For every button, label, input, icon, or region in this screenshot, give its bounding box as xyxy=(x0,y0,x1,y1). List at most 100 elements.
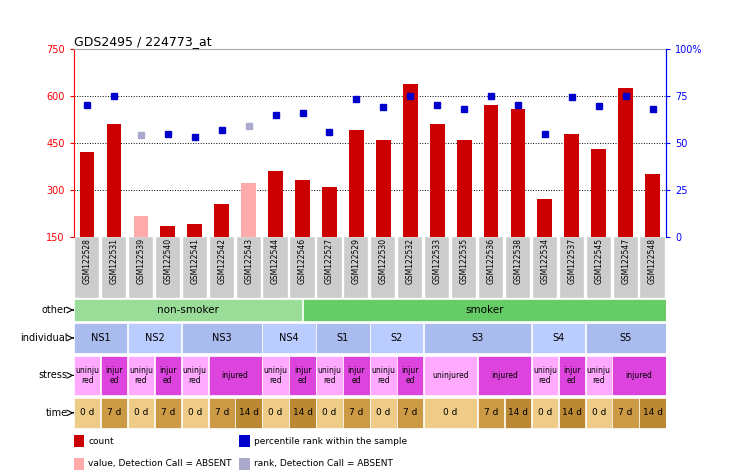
Bar xyxy=(156,237,180,298)
Bar xyxy=(505,398,531,428)
Text: count: count xyxy=(88,437,114,446)
Bar xyxy=(183,237,207,298)
Bar xyxy=(74,457,84,470)
Bar xyxy=(344,237,369,298)
Text: 0 d: 0 d xyxy=(592,409,606,417)
Bar xyxy=(612,356,666,395)
Bar xyxy=(155,356,181,395)
Bar xyxy=(107,124,121,237)
Bar xyxy=(128,356,154,395)
Text: 14 d: 14 d xyxy=(562,409,582,417)
Text: 0 d: 0 d xyxy=(80,409,94,417)
Text: GSM122540: GSM122540 xyxy=(163,238,172,284)
Bar xyxy=(188,224,202,237)
Text: S2: S2 xyxy=(391,333,403,343)
Text: injur
ed: injur ed xyxy=(401,366,419,385)
Bar xyxy=(74,398,100,428)
Text: injured: injured xyxy=(491,371,518,380)
Text: other: other xyxy=(42,305,68,315)
Text: individual: individual xyxy=(20,333,68,343)
Text: GDS2495 / 224773_at: GDS2495 / 224773_at xyxy=(74,35,211,48)
Text: 0 d: 0 d xyxy=(134,409,148,417)
Text: NS2: NS2 xyxy=(144,333,164,343)
Bar xyxy=(430,124,445,237)
Bar xyxy=(79,152,94,237)
Text: GSM122528: GSM122528 xyxy=(82,238,91,284)
Bar xyxy=(291,237,314,298)
Bar xyxy=(133,216,149,237)
Text: 7 d: 7 d xyxy=(618,409,633,417)
Text: non-smoker: non-smoker xyxy=(157,305,219,315)
Bar xyxy=(74,356,100,395)
Text: uninju
red: uninju red xyxy=(317,366,342,385)
Text: 7 d: 7 d xyxy=(349,409,364,417)
Bar xyxy=(425,237,449,298)
Bar xyxy=(478,398,504,428)
Text: S5: S5 xyxy=(620,333,632,343)
Text: uninjured: uninjured xyxy=(432,371,469,380)
Bar xyxy=(74,299,302,321)
Text: 14 d: 14 d xyxy=(238,409,258,417)
Bar xyxy=(537,199,552,237)
Text: 0 d: 0 d xyxy=(444,409,458,417)
Bar xyxy=(316,323,369,353)
Text: GSM122534: GSM122534 xyxy=(540,238,549,284)
Bar xyxy=(239,435,250,447)
Text: NS3: NS3 xyxy=(212,333,232,343)
Bar xyxy=(618,88,633,237)
Text: 0 d: 0 d xyxy=(269,409,283,417)
Bar xyxy=(612,398,639,428)
Bar xyxy=(586,356,612,395)
Bar xyxy=(457,140,472,237)
Bar xyxy=(75,237,99,298)
Text: 14 d: 14 d xyxy=(643,409,662,417)
Bar xyxy=(268,171,283,237)
Bar xyxy=(129,237,153,298)
Text: GSM122541: GSM122541 xyxy=(191,238,199,284)
Text: 0 d: 0 d xyxy=(188,409,202,417)
Bar xyxy=(452,237,476,298)
Bar xyxy=(397,398,423,428)
Bar xyxy=(316,356,343,395)
Text: uninju
red: uninju red xyxy=(75,366,99,385)
Text: GSM122548: GSM122548 xyxy=(648,238,657,284)
Text: GSM122537: GSM122537 xyxy=(567,238,576,284)
Text: 7 d: 7 d xyxy=(214,409,229,417)
Text: injur
ed: injur ed xyxy=(294,366,311,385)
Bar xyxy=(484,106,498,237)
Bar xyxy=(128,323,181,353)
Bar xyxy=(559,356,585,395)
Text: GSM122546: GSM122546 xyxy=(298,238,307,284)
Bar xyxy=(295,181,310,237)
Bar xyxy=(533,237,557,298)
Bar xyxy=(591,149,606,237)
Text: GSM122531: GSM122531 xyxy=(110,238,118,284)
Text: injur
ed: injur ed xyxy=(105,366,123,385)
Bar xyxy=(586,398,612,428)
Bar xyxy=(263,237,288,298)
Bar xyxy=(370,398,397,428)
Bar xyxy=(587,237,611,298)
Text: S1: S1 xyxy=(337,333,349,343)
Text: GSM122544: GSM122544 xyxy=(271,238,280,284)
Bar xyxy=(208,356,262,395)
Bar xyxy=(531,323,585,353)
Bar xyxy=(263,356,289,395)
Bar xyxy=(214,204,229,237)
Text: GSM122545: GSM122545 xyxy=(594,238,604,284)
Bar xyxy=(370,356,397,395)
Bar xyxy=(343,398,369,428)
Text: 0 d: 0 d xyxy=(376,409,391,417)
Bar xyxy=(239,457,250,470)
Bar xyxy=(322,187,337,237)
Bar xyxy=(506,237,530,298)
Bar xyxy=(398,237,422,298)
Bar xyxy=(531,398,558,428)
Text: 7 d: 7 d xyxy=(107,409,121,417)
Bar xyxy=(349,130,364,237)
Bar xyxy=(370,323,423,353)
Bar xyxy=(397,356,423,395)
Bar xyxy=(182,323,262,353)
Bar xyxy=(263,323,316,353)
Text: GSM122539: GSM122539 xyxy=(136,238,146,284)
